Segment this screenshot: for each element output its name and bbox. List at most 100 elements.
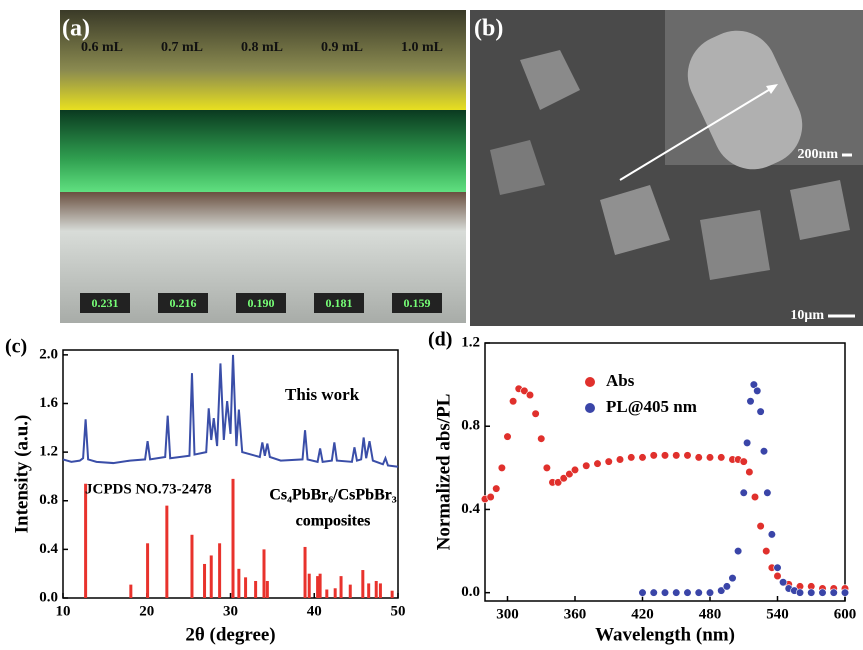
data-point <box>774 564 782 572</box>
data-point <box>537 435 545 443</box>
series-label: This work <box>285 385 360 404</box>
data-point <box>498 464 506 472</box>
data-point <box>706 589 714 597</box>
xrd-line <box>63 355 398 467</box>
data-point <box>743 439 751 447</box>
reading: 0.181 <box>326 296 353 310</box>
series-label: JCPDS NO.73-2478 <box>85 481 212 497</box>
data-point <box>807 589 815 597</box>
x-tick-label: 600 <box>834 606 857 622</box>
data-point <box>509 397 517 405</box>
data-point <box>723 583 731 591</box>
reading: 0.190 <box>248 296 275 310</box>
x-tick-label: 20 <box>139 603 154 619</box>
x-axis-label: 2θ (degree) <box>185 624 275 645</box>
data-point <box>650 452 658 460</box>
data-point <box>751 493 759 501</box>
volume-label: 0.6 mL <box>81 40 123 55</box>
y-tick-label: 2.0 <box>39 346 58 362</box>
reading: 0.216 <box>170 296 197 310</box>
data-point <box>764 489 772 497</box>
volume-label: 0.7 mL <box>161 40 203 55</box>
x-tick-label: 300 <box>496 606 519 622</box>
data-point <box>779 578 787 586</box>
data-point <box>504 433 512 441</box>
x-tick-label: 50 <box>391 603 406 619</box>
data-point <box>760 447 768 455</box>
data-point <box>627 454 635 462</box>
x-axis-label: Wavelength (nm) <box>595 624 735 645</box>
data-point <box>487 493 495 501</box>
panel-label: (b) <box>474 16 503 42</box>
legend-marker <box>585 377 595 387</box>
data-point <box>729 574 737 582</box>
data-point <box>594 460 602 468</box>
data-point <box>684 589 692 597</box>
volume-label: 0.9 mL <box>321 40 363 55</box>
data-point <box>734 547 742 555</box>
legend-label: PL@405 nm <box>606 397 697 416</box>
y-tick-label: 0.4 <box>39 541 58 557</box>
panel-label: (d) <box>428 329 452 351</box>
data-point <box>582 462 590 470</box>
legend-label: Abs <box>606 371 635 390</box>
y-tick-label: 0.8 <box>461 418 480 434</box>
figure: (a)0.6 mL0.2310.7 mL0.2160.8 mL0.1900.9 … <box>0 0 863 645</box>
data-point <box>717 454 725 462</box>
x-tick-label: 420 <box>631 606 654 622</box>
legend-marker <box>585 403 595 413</box>
reading: 0.159 <box>404 296 431 310</box>
data-point <box>819 589 827 597</box>
data-point <box>746 468 754 476</box>
data-point <box>695 589 703 597</box>
data-point <box>616 456 624 464</box>
data-point <box>661 589 669 597</box>
scale-label: 200nm <box>798 147 839 162</box>
x-tick-label: 30 <box>223 603 238 619</box>
volume-label: 1.0 mL <box>401 40 443 55</box>
data-point <box>774 572 782 580</box>
data-point <box>605 458 613 466</box>
y-tick-label: 0.4 <box>461 501 480 517</box>
data-point <box>526 391 534 399</box>
data-point <box>532 410 540 418</box>
data-point <box>768 531 776 539</box>
data-point <box>650 589 658 597</box>
volume-label: 0.8 mL <box>241 40 283 55</box>
data-point <box>753 387 761 395</box>
data-point <box>706 454 714 462</box>
panel-label: (c) <box>5 336 27 358</box>
data-point <box>841 589 849 597</box>
x-tick-label: 360 <box>564 606 587 622</box>
data-point <box>661 452 669 460</box>
y-axis-label: Normalized abs/PL <box>433 394 454 551</box>
data-point <box>740 489 748 497</box>
x-tick-label: 540 <box>766 606 789 622</box>
sem-b <box>470 10 863 326</box>
data-point <box>492 485 500 493</box>
data-point <box>695 454 703 462</box>
y-axis-label: Intensity (a.u.) <box>11 415 32 534</box>
data-point <box>684 452 692 460</box>
data-point <box>747 397 755 405</box>
y-tick-label: 1.2 <box>461 334 480 350</box>
photo-a <box>60 10 466 323</box>
y-tick-label: 0.8 <box>39 492 58 508</box>
y-tick-label: 0.0 <box>461 584 480 600</box>
data-point <box>672 452 680 460</box>
data-point <box>830 589 838 597</box>
data-point <box>571 466 579 474</box>
y-tick-label: 1.2 <box>39 444 58 460</box>
data-point <box>639 454 647 462</box>
x-tick-label: 480 <box>699 606 722 622</box>
reading: 0.231 <box>92 296 119 310</box>
data-point <box>796 589 804 597</box>
data-point <box>757 522 765 530</box>
data-point <box>762 547 770 555</box>
data-point <box>639 589 647 597</box>
data-point <box>543 464 551 472</box>
data-point <box>672 589 680 597</box>
x-tick-label: 10 <box>56 603 71 619</box>
data-point <box>757 408 765 416</box>
annotation: Cs₄PbBr₆/CsPbBr₃ <box>269 487 396 504</box>
